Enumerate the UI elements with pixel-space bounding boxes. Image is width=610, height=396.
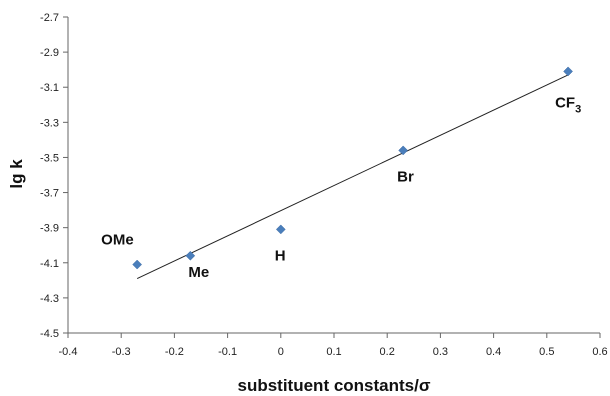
- x-tick-label: 0.2: [380, 346, 395, 358]
- y-tick-label: -3.3: [40, 117, 59, 129]
- x-axis-title: substituent constants/σ: [238, 376, 431, 395]
- x-tick-label: -0.1: [218, 346, 237, 358]
- trendline: [136, 74, 569, 280]
- y-tick-label: -3.5: [40, 152, 59, 164]
- x-tick-label: 0.4: [486, 346, 501, 358]
- y-tick-label: -2.9: [40, 47, 59, 59]
- x-tick-label: -0.3: [112, 346, 131, 358]
- x-tick-label: 0.1: [326, 346, 341, 358]
- point-label-text: OMe: [101, 232, 134, 249]
- x-tick-label: -0.2: [165, 346, 184, 358]
- data-point: [132, 259, 143, 270]
- point-label-text: Me: [188, 264, 209, 281]
- point-label-subscript: 3: [575, 103, 581, 115]
- data-point: [563, 66, 573, 77]
- x-tick-label: 0.6: [592, 346, 607, 358]
- point-label-text: Br: [397, 168, 414, 185]
- data-point: [185, 250, 196, 261]
- y-tick-label: -4.5: [40, 328, 59, 340]
- data-point: [275, 224, 286, 235]
- point-label-text: H: [275, 247, 286, 264]
- x-axis: -0.4 -0.3 -0.2 -0.1 0 0.1 0.2 0.3 0.4 0.5 0.6: [59, 332, 608, 358]
- y-axis-title: lg k: [7, 159, 26, 189]
- data-points: [132, 66, 573, 270]
- data-point: [398, 145, 409, 156]
- x-tick-label: 0.5: [539, 346, 554, 358]
- x-tick-label: 0: [278, 346, 284, 358]
- y-axis: -2.7 -2.9 -3.1 -3.3 -3.5 -3.7 -3.9 -4.1 -4.3 -4.5: [40, 12, 69, 340]
- point-label-text: CF: [555, 94, 575, 111]
- y-tick-label: -4.3: [40, 293, 59, 305]
- y-tick-label: -3.9: [40, 223, 59, 235]
- y-tick-label: -4.1: [40, 258, 59, 270]
- y-tick-label: -3.1: [40, 82, 59, 94]
- point-labels: OMe Me H Br CF3: [101, 94, 581, 280]
- point-label: Br: [397, 168, 414, 185]
- x-tick-label: 0.3: [433, 346, 448, 358]
- point-label: Me: [188, 264, 209, 281]
- point-label: CF3: [555, 94, 581, 115]
- point-label: OMe: [101, 232, 134, 249]
- y-tick-label: -3.7: [40, 188, 59, 200]
- y-tick-label: -2.7: [40, 12, 59, 24]
- x-tick-label: -0.4: [59, 346, 78, 358]
- point-label: H: [275, 247, 286, 264]
